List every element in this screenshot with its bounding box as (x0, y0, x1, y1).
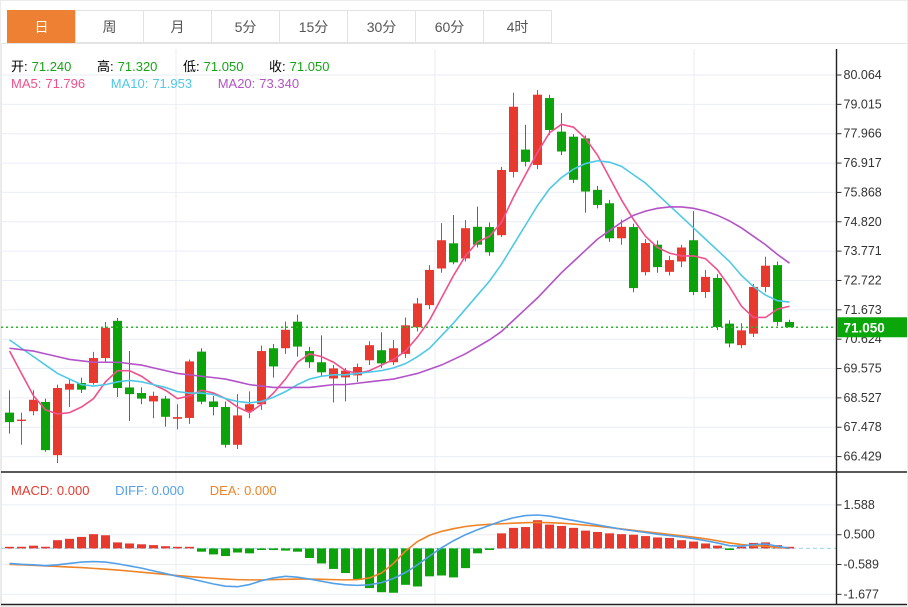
dea-value: 0.000 (244, 483, 277, 498)
ma20-value: 73.340 (259, 76, 300, 91)
tabbar-underline (1, 43, 907, 44)
axis-tick-label: 75.868 (844, 185, 882, 199)
axis-tick-label: -1.677 (844, 587, 879, 601)
axis-tick-label: 1.588 (844, 498, 875, 512)
tab-period-6[interactable]: 60分 (415, 10, 484, 43)
low-label: 低: (183, 59, 200, 74)
ma10-line (9, 159, 790, 404)
high-value: 71.320 (117, 59, 158, 74)
tab-period-5[interactable]: 30分 (347, 10, 416, 43)
high-label: 高: (97, 59, 114, 74)
candlesticks (5, 89, 794, 463)
ma5-line (8, 123, 790, 415)
tab-period-0[interactable]: 日 (7, 10, 76, 43)
tab-period-1[interactable]: 周 (75, 10, 144, 43)
axis-tick-label: 74.820 (844, 215, 882, 229)
gridlines (1, 49, 836, 604)
close-label: 收: (269, 59, 286, 74)
macd-label: MACD: (11, 483, 53, 498)
left-border (1, 43, 2, 605)
diff-label: DIFF: (115, 483, 148, 498)
axis-tick-label: 0.500 (844, 528, 875, 542)
ma10-value: 71.953 (152, 76, 193, 91)
last-price-badge-text: 71.050 (844, 320, 885, 335)
ma5-label: MA5: (11, 76, 42, 91)
macd-info-line: MACD: 0.000 DIFF: 0.000 DEA: 0.000 (11, 483, 281, 498)
ma20-label: MA20: (217, 76, 256, 91)
tab-period-2[interactable]: 月 (143, 10, 212, 43)
axis-tick-label: 73.771 (844, 244, 882, 258)
tab-period-4[interactable]: 15分 (279, 10, 348, 43)
open-value: 71.240 (31, 59, 72, 74)
close-value: 71.050 (289, 59, 330, 74)
diff-value: 0.000 (151, 483, 185, 498)
dea-label: DEA: (209, 483, 241, 498)
tab-period-7[interactable]: 4时 (483, 10, 552, 43)
axis-tick-label: 72.722 (844, 273, 882, 287)
axis-tick-label: -0.589 (844, 558, 879, 572)
dea-line (9, 521, 790, 581)
axis-tick-label: 80.064 (844, 68, 882, 82)
tab-period-3[interactable]: 5分 (211, 10, 280, 43)
axis-tick-label: 79.015 (844, 97, 882, 111)
diff-line (9, 514, 790, 588)
last-price-badge: 71.050 (837, 317, 907, 338)
macd-value: 0.000 (56, 483, 90, 498)
axis-tick-label: 67.478 (844, 420, 882, 434)
open-label: 开: (11, 59, 28, 74)
chart-frame (1, 49, 907, 606)
axis-tick-label: 66.429 (844, 450, 882, 464)
period-tabbar: 日周月 5分 15分 30分 60分 4时 (7, 10, 552, 43)
low-value: 71.050 (203, 59, 244, 74)
ohlc-info-line: 开: 71.240 高: 71.320 低: 71.050 收: 71.050 (11, 56, 333, 75)
axis-tick-label: 71.673 (844, 303, 882, 317)
ma-info-line: MA5: 71.796 MA10: 71.953 MA20: 73.340 (11, 76, 303, 91)
axis-tick-label: 68.527 (844, 391, 882, 405)
ma10-label: MA10: (110, 76, 149, 91)
ma20-line (9, 206, 790, 389)
ma5-value: 71.796 (45, 76, 86, 91)
axis-tick-label: 77.966 (844, 127, 882, 141)
axis-tick-label: 76.917 (844, 156, 882, 170)
axis-tick-label: 69.575 (844, 362, 882, 376)
